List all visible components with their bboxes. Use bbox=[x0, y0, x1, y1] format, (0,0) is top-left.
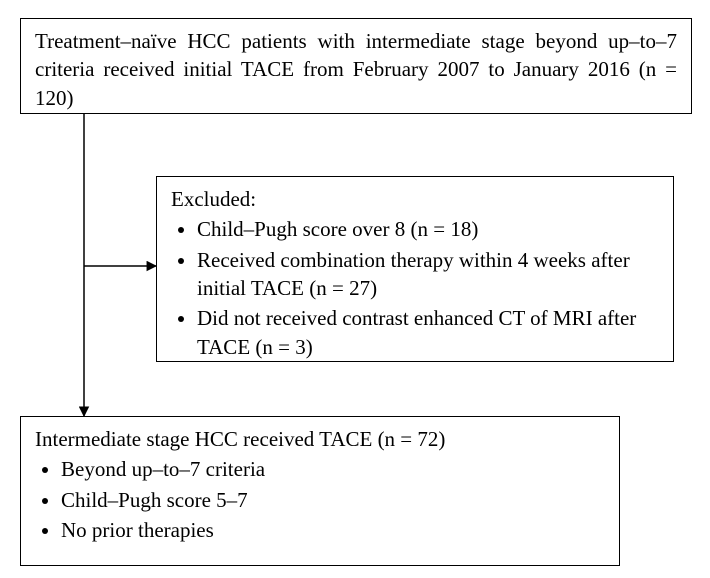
list-item: Received combination therapy within 4 we… bbox=[197, 246, 659, 303]
box-final-list: Beyond up–to–7 criteria Child–Pugh score… bbox=[35, 455, 605, 544]
list-item: Beyond up–to–7 criteria bbox=[61, 455, 605, 483]
box-initial-cohort: Treatment–naïve HCC patients with interm… bbox=[20, 18, 692, 114]
list-item: No prior therapies bbox=[61, 516, 605, 544]
box-final-title: Intermediate stage HCC received TACE (n … bbox=[35, 425, 605, 453]
box-excluded-title: Excluded: bbox=[171, 185, 659, 213]
box-initial-text: Treatment–naïve HCC patients with interm… bbox=[35, 27, 677, 112]
list-item: Child–Pugh score 5–7 bbox=[61, 486, 605, 514]
box-final-cohort: Intermediate stage HCC received TACE (n … bbox=[20, 416, 620, 566]
flowchart-canvas: Treatment–naïve HCC patients with interm… bbox=[0, 0, 710, 578]
list-item: Child–Pugh score over 8 (n = 18) bbox=[197, 215, 659, 243]
box-excluded-list: Child–Pugh score over 8 (n = 18) Receive… bbox=[171, 215, 659, 361]
list-item: Did not received contrast enhanced CT of… bbox=[197, 304, 659, 361]
box-excluded: Excluded: Child–Pugh score over 8 (n = 1… bbox=[156, 176, 674, 362]
